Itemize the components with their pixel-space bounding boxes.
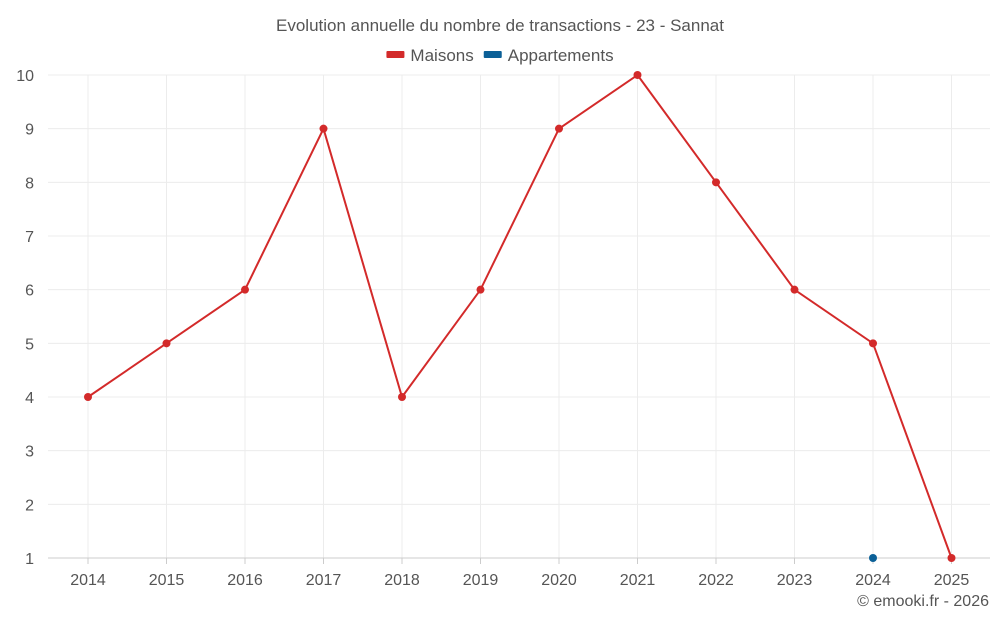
y-tick-label: 10 [16,68,34,85]
data-point[interactable] [633,71,642,79]
data-point[interactable] [790,285,799,294]
x-tick-label: 2016 [227,572,263,589]
data-point[interactable] [712,178,720,187]
legend-swatch [483,51,502,58]
data-point[interactable] [869,554,877,562]
x-tick-label: 2017 [306,572,342,589]
data-point[interactable] [162,339,171,348]
series-maisons[interactable] [84,71,956,562]
legend-label: Appartements [508,46,614,65]
x-tick-label: 2025 [934,572,970,589]
data-point[interactable] [319,124,328,133]
y-tick-label: 3 [25,444,34,461]
x-tick-label: 2021 [620,572,656,589]
data-point[interactable] [398,393,406,401]
y-tick-label: 4 [25,390,34,407]
x-tick-label: 2023 [777,572,813,589]
data-point[interactable] [555,124,563,133]
y-tick-label: 1 [25,551,34,568]
copyright-credit: © emooki.fr - 2026 [857,593,989,610]
x-tick-label: 2024 [855,572,891,589]
data-point[interactable] [947,554,956,562]
legend-label: Maisons [410,46,473,65]
series-line [87,73,953,559]
x-tick-label: 2022 [698,572,734,589]
x-tick-label: 2015 [149,572,185,589]
y-tick-label: 7 [25,229,34,246]
y-tick-label: 5 [25,336,34,353]
x-axis: 2014 2015 2016 2017 2018 2019 2020 2021 2022 2023… [70,558,969,589]
y-tick-label: 6 [25,283,34,300]
chart-title: Evolution annuelle du nombre de transact… [276,16,724,35]
legend[interactable]: Maisons Appartements [386,46,614,65]
y-tick-label: 2 [25,497,34,514]
gridlines [48,74,990,559]
x-tick-label: 2019 [463,572,499,589]
legend-swatch [386,51,405,58]
x-tick-label: 2020 [541,572,577,589]
y-tick-label: 9 [25,122,34,139]
x-tick-label: 2018 [384,572,420,589]
legend-item-maisons[interactable]: Maisons [386,46,474,65]
legend-item-appartements[interactable]: Appartements [483,46,614,65]
data-point[interactable] [476,285,485,294]
data-point[interactable] [84,393,92,401]
x-tick-label: 2014 [70,572,106,589]
y-tick-label: 8 [25,175,34,192]
y-axis: 1 2 3 4 5 6 7 8 9 10 [16,68,34,568]
series-group [84,71,956,562]
series-appartements[interactable] [869,554,877,562]
data-point[interactable] [869,339,877,348]
data-point[interactable] [241,285,249,294]
